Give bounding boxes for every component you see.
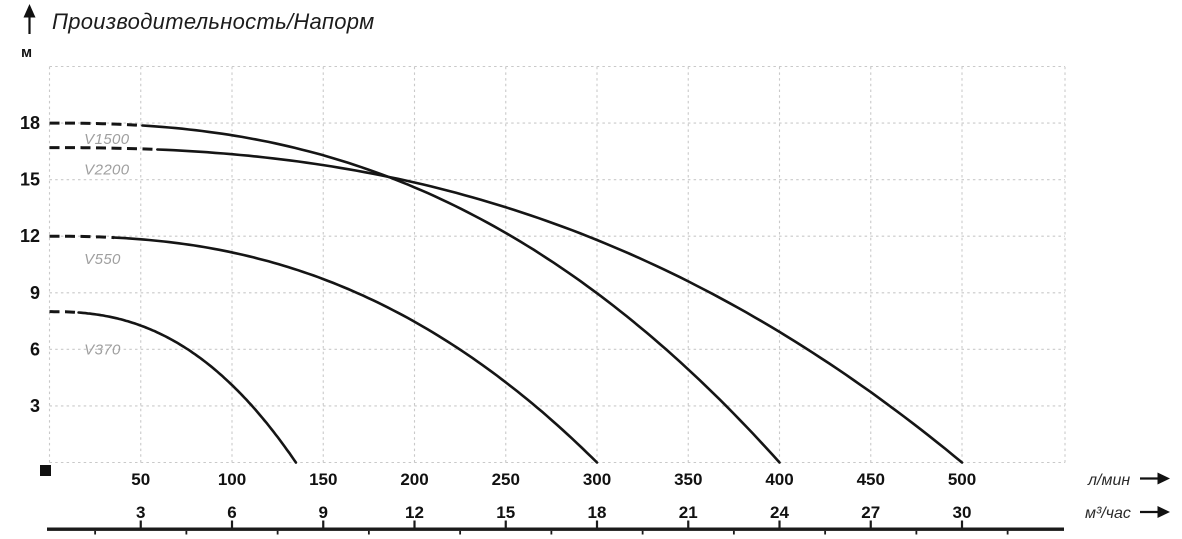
y-axis-unit-label: м xyxy=(21,44,32,61)
x-tick-label-lmin-500: 500 xyxy=(948,470,976,489)
y-tick-label-18: 18 xyxy=(20,113,40,133)
curve-v370-dashed-segment xyxy=(49,310,79,314)
series-label-v1500: V1500 xyxy=(84,131,130,148)
x-major-tick-300 xyxy=(595,520,599,528)
x-tick-label-m3h-12: 12 xyxy=(405,503,424,522)
x-major-tick-200 xyxy=(413,520,416,528)
x-major-tick-100 xyxy=(230,520,234,528)
x-major-tick-400 xyxy=(778,520,781,528)
x-major-tick-500 xyxy=(960,520,964,528)
x-tick-label-lmin-50: 50 xyxy=(131,470,150,489)
x-minor-tick-525 xyxy=(1006,530,1009,535)
x-minor-tick-175 xyxy=(367,530,370,535)
series-label-v370: V370 xyxy=(84,341,121,358)
curve-v2200 xyxy=(156,148,964,464)
series-label-v2200: V2200 xyxy=(84,161,130,178)
x-tick-label-m3h-27: 27 xyxy=(861,503,880,522)
y-tick-label-6: 6 xyxy=(30,339,40,359)
x-minor-tick-325 xyxy=(641,530,644,535)
x-tick-label-lmin-250: 250 xyxy=(492,470,520,489)
series-label-v550: V550 xyxy=(84,251,121,268)
x-axis-unit-primary: л/мин xyxy=(1087,472,1130,489)
grid-layer xyxy=(48,65,1066,464)
x-tick-label-m3h-3: 3 xyxy=(136,503,145,522)
x-tick-label-m3h-6: 6 xyxy=(227,503,236,522)
x-major-tick-150 xyxy=(322,520,325,528)
y-axis-arrow-icon xyxy=(23,4,36,34)
x-minor-tick-125 xyxy=(276,530,279,535)
x-axis-line xyxy=(47,527,1064,531)
x-tick-label-lmin-300: 300 xyxy=(583,470,611,489)
x-tick-label-lmin-200: 200 xyxy=(400,470,428,489)
x-axis-unit-secondary: м³/час xyxy=(1085,505,1131,522)
x-tick-label-lmin-450: 450 xyxy=(857,470,885,489)
x-minor-tick-425 xyxy=(824,530,827,535)
x-tick-label-lmin-400: 400 xyxy=(765,470,793,489)
x-major-tick-250 xyxy=(504,520,507,528)
right-arrow-icon xyxy=(1140,506,1170,518)
curve-v1500-dashed-segment xyxy=(49,121,143,127)
x-minor-tick-75 xyxy=(185,530,188,535)
curve-v1500 xyxy=(141,124,781,464)
chart-title: Производительность/Напорм xyxy=(52,9,374,34)
x-minor-tick-225 xyxy=(459,530,462,535)
curve-v550 xyxy=(112,236,599,464)
y-tick-label-9: 9 xyxy=(30,283,40,303)
x-tick-label-lmin-100: 100 xyxy=(218,470,246,489)
ticks-layer xyxy=(94,520,1009,535)
x-tick-label-m3h-9: 9 xyxy=(319,503,328,522)
curve-v550-dashed-segment xyxy=(49,234,115,240)
x-tick-label-m3h-18: 18 xyxy=(588,503,607,522)
y-tick-label-12: 12 xyxy=(20,226,40,246)
x-minor-tick-375 xyxy=(732,530,735,535)
x-major-tick-50 xyxy=(139,520,142,528)
x-tick-label-m3h-15: 15 xyxy=(496,503,515,522)
curve-v370 xyxy=(77,311,298,464)
x-major-tick-450 xyxy=(869,520,872,528)
labels-layer: 3 6 9 12 15 18 50 3 100 6 150 9 200 12 250 15 300 18 350 21… xyxy=(20,113,976,522)
x-minor-tick-25 xyxy=(94,530,97,535)
origin-marker xyxy=(40,465,51,476)
y-tick-label-15: 15 xyxy=(20,170,40,190)
curves-layer xyxy=(49,121,964,464)
x-tick-label-m3h-21: 21 xyxy=(679,503,698,522)
x-tick-label-lmin-150: 150 xyxy=(309,470,337,489)
x-tick-label-m3h-24: 24 xyxy=(770,503,789,522)
x-minor-tick-475 xyxy=(915,530,918,535)
right-arrow-icon xyxy=(1140,472,1170,485)
x-minor-tick-275 xyxy=(550,530,553,535)
x-major-tick-350 xyxy=(687,520,690,528)
x-tick-label-lmin-350: 350 xyxy=(674,470,702,489)
curve-v2200-dashed-segment xyxy=(49,146,158,151)
y-tick-label-3: 3 xyxy=(30,396,40,416)
x-tick-label-m3h-30: 30 xyxy=(953,503,972,522)
